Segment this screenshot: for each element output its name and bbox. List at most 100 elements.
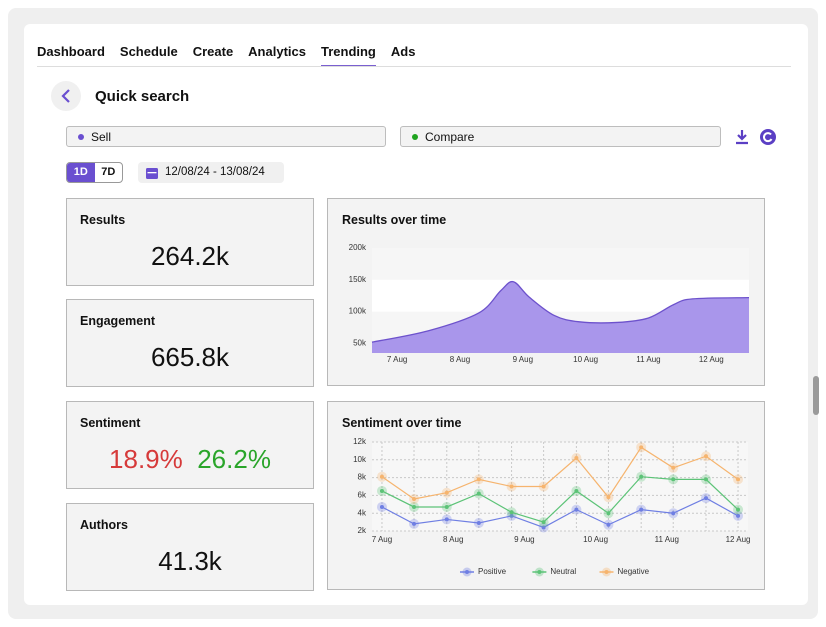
point xyxy=(736,507,741,512)
line xyxy=(381,497,739,529)
x-tick-label: 12 Aug xyxy=(699,355,724,364)
chart-title: Sentiment over time xyxy=(342,416,462,430)
tab[interactable]: Create xyxy=(192,44,234,59)
range-toggle: 1D 7D xyxy=(66,162,123,183)
point xyxy=(736,513,741,518)
chart-panel: 50k 100k 150k 200k 7 Aug 8 Aug 9 Aug 10 Aug 11 A… xyxy=(327,198,765,386)
point xyxy=(703,496,708,501)
back-button[interactable] xyxy=(51,81,81,111)
plot-area xyxy=(372,442,748,531)
point xyxy=(444,490,449,495)
x-tick-label: 9 Aug xyxy=(514,535,534,544)
chart: 2k 4k 6k 8k 10k 12k 7 Aug 8 Aug 9 Aug 10 Aug 11 Au… xyxy=(353,437,751,577)
legend-swatch xyxy=(537,570,542,574)
point xyxy=(671,465,676,470)
y-tick-label: 2k xyxy=(358,526,367,535)
scrollbar[interactable] xyxy=(813,376,819,415)
point xyxy=(541,525,546,530)
card-label: Sentiment xyxy=(80,416,141,430)
chart: 50k 100k 150k 200k 7 Aug 8 Aug 9 Aug 10 Aug 11 A… xyxy=(349,243,750,364)
tab[interactable]: Ads xyxy=(390,44,416,59)
tab[interactable]: Analytics xyxy=(248,44,306,59)
point xyxy=(379,504,384,509)
negative-value: 18.9% xyxy=(109,444,183,474)
legend-label: Negative xyxy=(618,567,650,576)
tab[interactable]: Dashboard xyxy=(37,44,105,59)
point xyxy=(412,504,417,509)
download-icon[interactable] xyxy=(733,128,751,146)
point xyxy=(639,445,644,450)
tab[interactable]: Schedule xyxy=(119,44,178,59)
point xyxy=(476,477,481,482)
card-label: Authors xyxy=(80,518,128,532)
point xyxy=(444,504,449,509)
x-tick-label: 9 Aug xyxy=(513,355,533,364)
card-value: 41.3k xyxy=(158,546,222,576)
point xyxy=(444,517,449,522)
x-tick-label: 10 Aug xyxy=(583,535,608,544)
y-tick-label: 10k xyxy=(353,455,367,464)
card-label: Engagement xyxy=(80,314,156,328)
point xyxy=(412,521,417,526)
legend-label: Positive xyxy=(478,567,507,576)
point xyxy=(476,520,481,525)
search-sell[interactable]: Sell xyxy=(66,126,386,147)
card-value: 665.8k xyxy=(150,342,230,372)
point xyxy=(509,510,514,515)
card-label: Results xyxy=(80,213,126,227)
point xyxy=(379,474,384,479)
point xyxy=(639,507,644,512)
point xyxy=(703,454,708,459)
search-compare[interactable]: Compare xyxy=(400,126,721,147)
point xyxy=(412,496,417,501)
point xyxy=(703,477,708,482)
card: Authors 41.3k xyxy=(66,503,314,591)
range-button[interactable]: 1D xyxy=(67,163,95,182)
point xyxy=(736,477,741,482)
positive-value: 26.2% xyxy=(197,444,271,474)
range-button[interactable]: 7D xyxy=(101,166,116,178)
point xyxy=(541,484,546,489)
x-tick-label: 11 Aug xyxy=(636,355,660,364)
point xyxy=(671,477,676,482)
point xyxy=(606,511,611,516)
page-title: Quick search xyxy=(95,88,190,105)
y-tick-label: 200k xyxy=(349,243,367,252)
line xyxy=(381,476,739,523)
date-range: 12/08/24 - 13/08/24 xyxy=(165,166,265,178)
chart-panel: 2k 4k 6k 8k 10k 12k 7 Aug 8 Aug 9 Aug 10 Aug 11 Au… xyxy=(327,401,765,590)
x-tick-label: 12 Aug xyxy=(726,535,751,544)
legend-label: Neutral xyxy=(550,567,576,576)
point xyxy=(509,513,514,518)
point xyxy=(606,495,611,500)
area-line xyxy=(371,280,750,343)
x-tick-label: 7 Aug xyxy=(387,355,407,364)
label: Sell xyxy=(91,130,112,144)
point xyxy=(509,484,514,489)
x-tick-label: 11 Aug xyxy=(655,535,679,544)
y-tick-label: 8k xyxy=(358,473,367,482)
nav: Dashboard Schedule Create Analytics Tren… xyxy=(37,44,415,67)
point xyxy=(606,522,611,527)
point xyxy=(541,520,546,525)
y-tick-label: 150k xyxy=(349,275,367,284)
y-tick-label: 100k xyxy=(349,307,367,316)
y-tick-label: 12k xyxy=(353,437,367,446)
date-picker[interactable]: 12/08/24 - 13/08/24 xyxy=(138,162,284,183)
point xyxy=(639,474,644,479)
legend-swatch xyxy=(604,570,609,574)
label: Compare xyxy=(425,130,475,144)
refresh-icon[interactable] xyxy=(759,128,777,146)
card-value: 264.2k xyxy=(150,241,230,271)
point xyxy=(671,511,676,516)
tab[interactable]: Trending xyxy=(320,44,376,67)
card: Sentiment 18.9% 26.2% xyxy=(66,401,314,489)
divider xyxy=(37,66,791,67)
y-tick-label: 50k xyxy=(353,339,367,348)
chart-title: Results over time xyxy=(342,213,447,227)
point xyxy=(574,507,579,512)
x-tick-label: 8 Aug xyxy=(450,355,470,364)
x-tick-label: 8 Aug xyxy=(443,535,463,544)
area xyxy=(372,281,749,353)
